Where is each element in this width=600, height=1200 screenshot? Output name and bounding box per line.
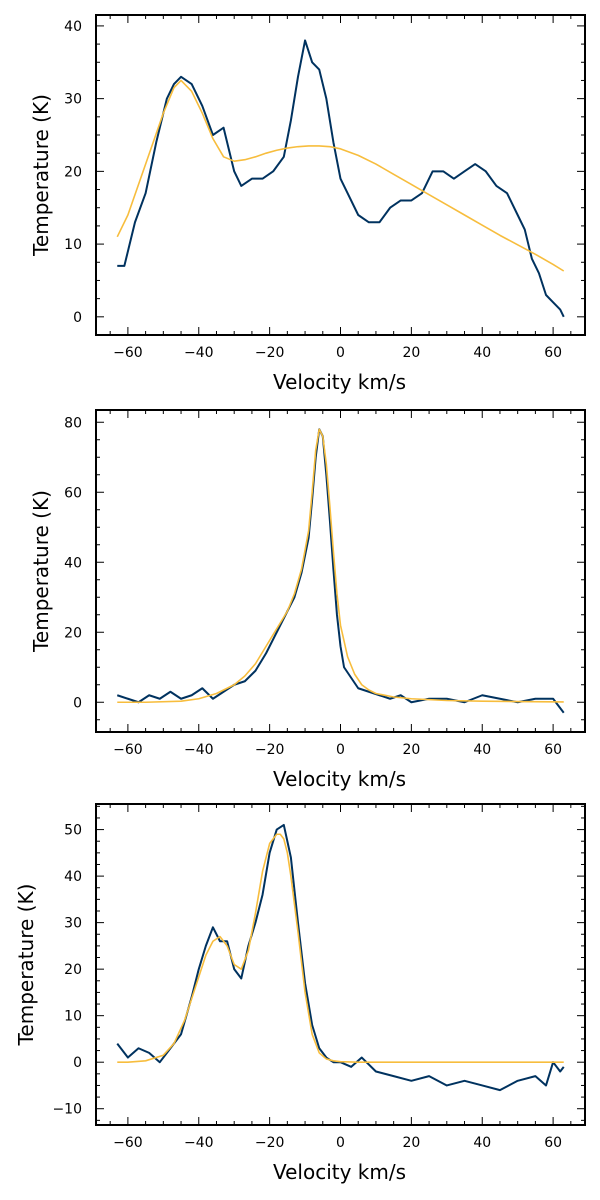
x-tick-label: 20 bbox=[402, 345, 420, 361]
y-tick-label: 40 bbox=[64, 869, 82, 885]
y-tick-label: 40 bbox=[64, 19, 82, 35]
y-tick-label: 40 bbox=[64, 555, 82, 571]
x-tick-label: −60 bbox=[113, 742, 143, 758]
observed-spectrum-line bbox=[117, 39, 565, 318]
y-tick-label: 0 bbox=[73, 1055, 82, 1071]
x-tick-label: 20 bbox=[402, 1135, 420, 1151]
x-tick-label: 0 bbox=[336, 742, 345, 758]
x-tick-label: 40 bbox=[473, 345, 491, 361]
observed-spectrum-line bbox=[116, 428, 565, 714]
x-tick-label: 60 bbox=[544, 1135, 562, 1151]
y-tick-label: 80 bbox=[64, 415, 82, 431]
y-tick-label: 30 bbox=[64, 92, 82, 108]
x-axis-title: Velocity km/s bbox=[273, 370, 406, 394]
x-axis-title: Velocity km/s bbox=[273, 1160, 406, 1184]
y-tick-label: 30 bbox=[64, 916, 82, 932]
y-tick-label: 50 bbox=[64, 823, 82, 839]
x-tick-label: 40 bbox=[473, 742, 491, 758]
x-tick-label: −20 bbox=[255, 742, 285, 758]
observed-spectrum-line bbox=[116, 823, 565, 1092]
plot-frame bbox=[95, 409, 586, 733]
y-tick-label: 10 bbox=[64, 237, 82, 253]
spectrum-chart-2: −60 −40 −20 0 20 40 60 0 20 40 60 80 Velocity km/s Te… bbox=[29, 409, 586, 791]
x-tick-label: 0 bbox=[336, 345, 345, 361]
x-tick-label: 0 bbox=[336, 1135, 345, 1151]
x-tick-label: −60 bbox=[113, 345, 143, 361]
y-axis-title: Temperature (K) bbox=[29, 94, 53, 257]
y-tick-label: 20 bbox=[64, 962, 82, 978]
x-tick-label: −40 bbox=[184, 345, 214, 361]
y-tick-label: −10 bbox=[52, 1102, 82, 1118]
x-tick-label: 60 bbox=[544, 742, 562, 758]
gaussian-fit-line bbox=[116, 79, 565, 272]
y-axis-title: Temperature (K) bbox=[29, 490, 53, 653]
y-tick-label: 20 bbox=[64, 164, 82, 180]
x-tick-label: −20 bbox=[255, 1135, 285, 1151]
spectrum-chart-1: −60 −40 −20 0 20 40 60 0 10 20 30 40 Velocity km/s Te… bbox=[29, 14, 586, 394]
y-tick-label: 0 bbox=[73, 310, 82, 326]
x-tick-label: −40 bbox=[184, 742, 214, 758]
y-tick-label: 20 bbox=[64, 625, 82, 641]
x-tick-label: 40 bbox=[473, 1135, 491, 1151]
x-tick-label: 20 bbox=[402, 742, 420, 758]
x-tick-label: −40 bbox=[184, 1135, 214, 1151]
y-tick-label: 10 bbox=[64, 1009, 82, 1025]
y-axis-title: Temperature (K) bbox=[14, 884, 38, 1047]
gaussian-fit-line bbox=[117, 428, 564, 704]
y-tick-label: 0 bbox=[73, 695, 82, 711]
x-tick-label: −20 bbox=[255, 345, 285, 361]
gaussian-fit-line bbox=[117, 833, 564, 1064]
spectrum-chart-3: −60 −40 −20 0 20 40 60 −10 0 10 20 30 40 50 Velocity k… bbox=[14, 803, 586, 1184]
y-tick-label: 60 bbox=[64, 485, 82, 501]
x-axis-title: Velocity km/s bbox=[273, 767, 406, 791]
x-tick-label: −60 bbox=[113, 1135, 143, 1151]
plot-frame bbox=[95, 803, 586, 1126]
x-tick-label: 60 bbox=[544, 345, 562, 361]
